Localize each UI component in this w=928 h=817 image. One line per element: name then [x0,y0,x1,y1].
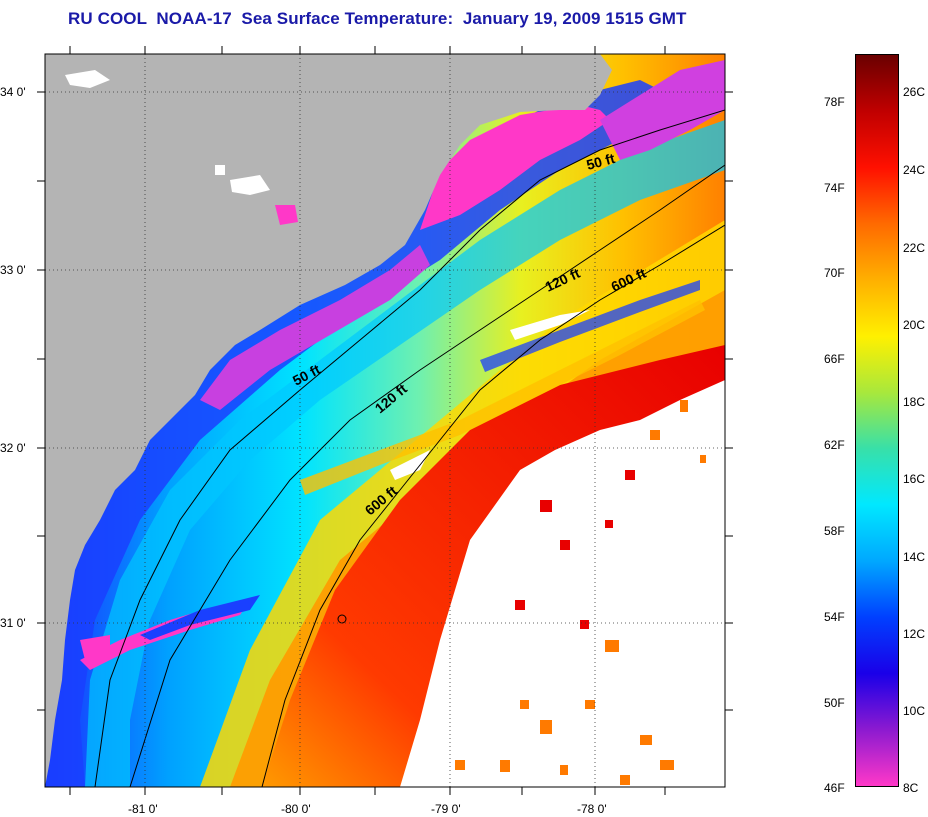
colorbar-label-50F: 50F [824,696,845,710]
colorbar-label-16C: 16C [903,472,926,486]
isobath-120ft [129,164,725,787]
grid-lines [45,54,725,787]
cold-nearshore-mid [200,245,430,410]
colorbar-label-24C: 24C [903,163,926,177]
map-frame [44,53,726,788]
inner-shelf-cyan [85,120,725,787]
coastal-pink-jaxs [80,635,110,660]
shelf-streak-a [300,300,705,495]
map-title: RU COOL NOAA-17 Sea Surface Temperature:… [68,9,687,28]
cold-streak-south [140,595,260,640]
colorbar-label-70F: 70F [824,266,845,280]
shelf-streak-b [480,280,700,372]
colorbar-label-20C: 20C [903,318,926,332]
colorbar-label-58F: 58F [824,524,845,538]
lon-label-81: -81 0' [128,802,158,816]
lon-label-80: -80 0' [281,802,311,816]
colorbar-label-74F: 74F [824,181,845,195]
colorbar-label-66F: 66F [824,352,845,366]
colorbar-label-54F: 54F [824,610,845,624]
land [45,54,612,787]
inland-water-4 [215,165,225,175]
isobath-50ft [94,109,725,787]
inland-water-2 [230,175,270,195]
cold-nearshore-north [420,105,610,230]
temperature-colorbar [855,54,899,787]
lat-label-34: 34 0' [0,85,26,99]
colorbar-label-46F: 46F [824,781,845,795]
colorbar-label-12C: 12C [903,627,926,641]
orange-speckles [455,400,706,785]
isobath-label-50ft-north: 50 ft [585,150,617,173]
lon-label-78: -78 0' [577,802,607,816]
colorbar-label-8C: 8C [903,781,919,795]
lat-label-33: 33 0' [0,263,26,277]
colorbar-label-14C: 14C [903,550,926,564]
colorbar-label-62F: 62F [824,438,845,452]
inland-water-3 [275,205,298,225]
colorbar-label-18C: 18C [903,395,926,409]
no-data-cloud-main [400,380,725,787]
lat-label-32: 32 0' [0,441,26,455]
shelf-streak-white-2 [390,450,430,480]
axis-ticks [37,46,733,795]
isobath-600ft [261,224,725,787]
red-speckles [515,470,635,629]
colorbar-label-26C: 26C [903,85,926,99]
inland-water-1 [65,70,110,88]
no-data-cloud-edge [400,700,440,787]
colorbar-label-78F: 78F [824,95,845,109]
lon-label-79: -79 0' [431,802,461,816]
shelf-streak-white [510,310,590,340]
colorbar-label-22C: 22C [903,241,926,255]
lat-label-31: 31 0' [0,616,26,630]
colorbar-label-10C: 10C [903,704,926,718]
cold-nearshore-north-b [600,60,725,160]
